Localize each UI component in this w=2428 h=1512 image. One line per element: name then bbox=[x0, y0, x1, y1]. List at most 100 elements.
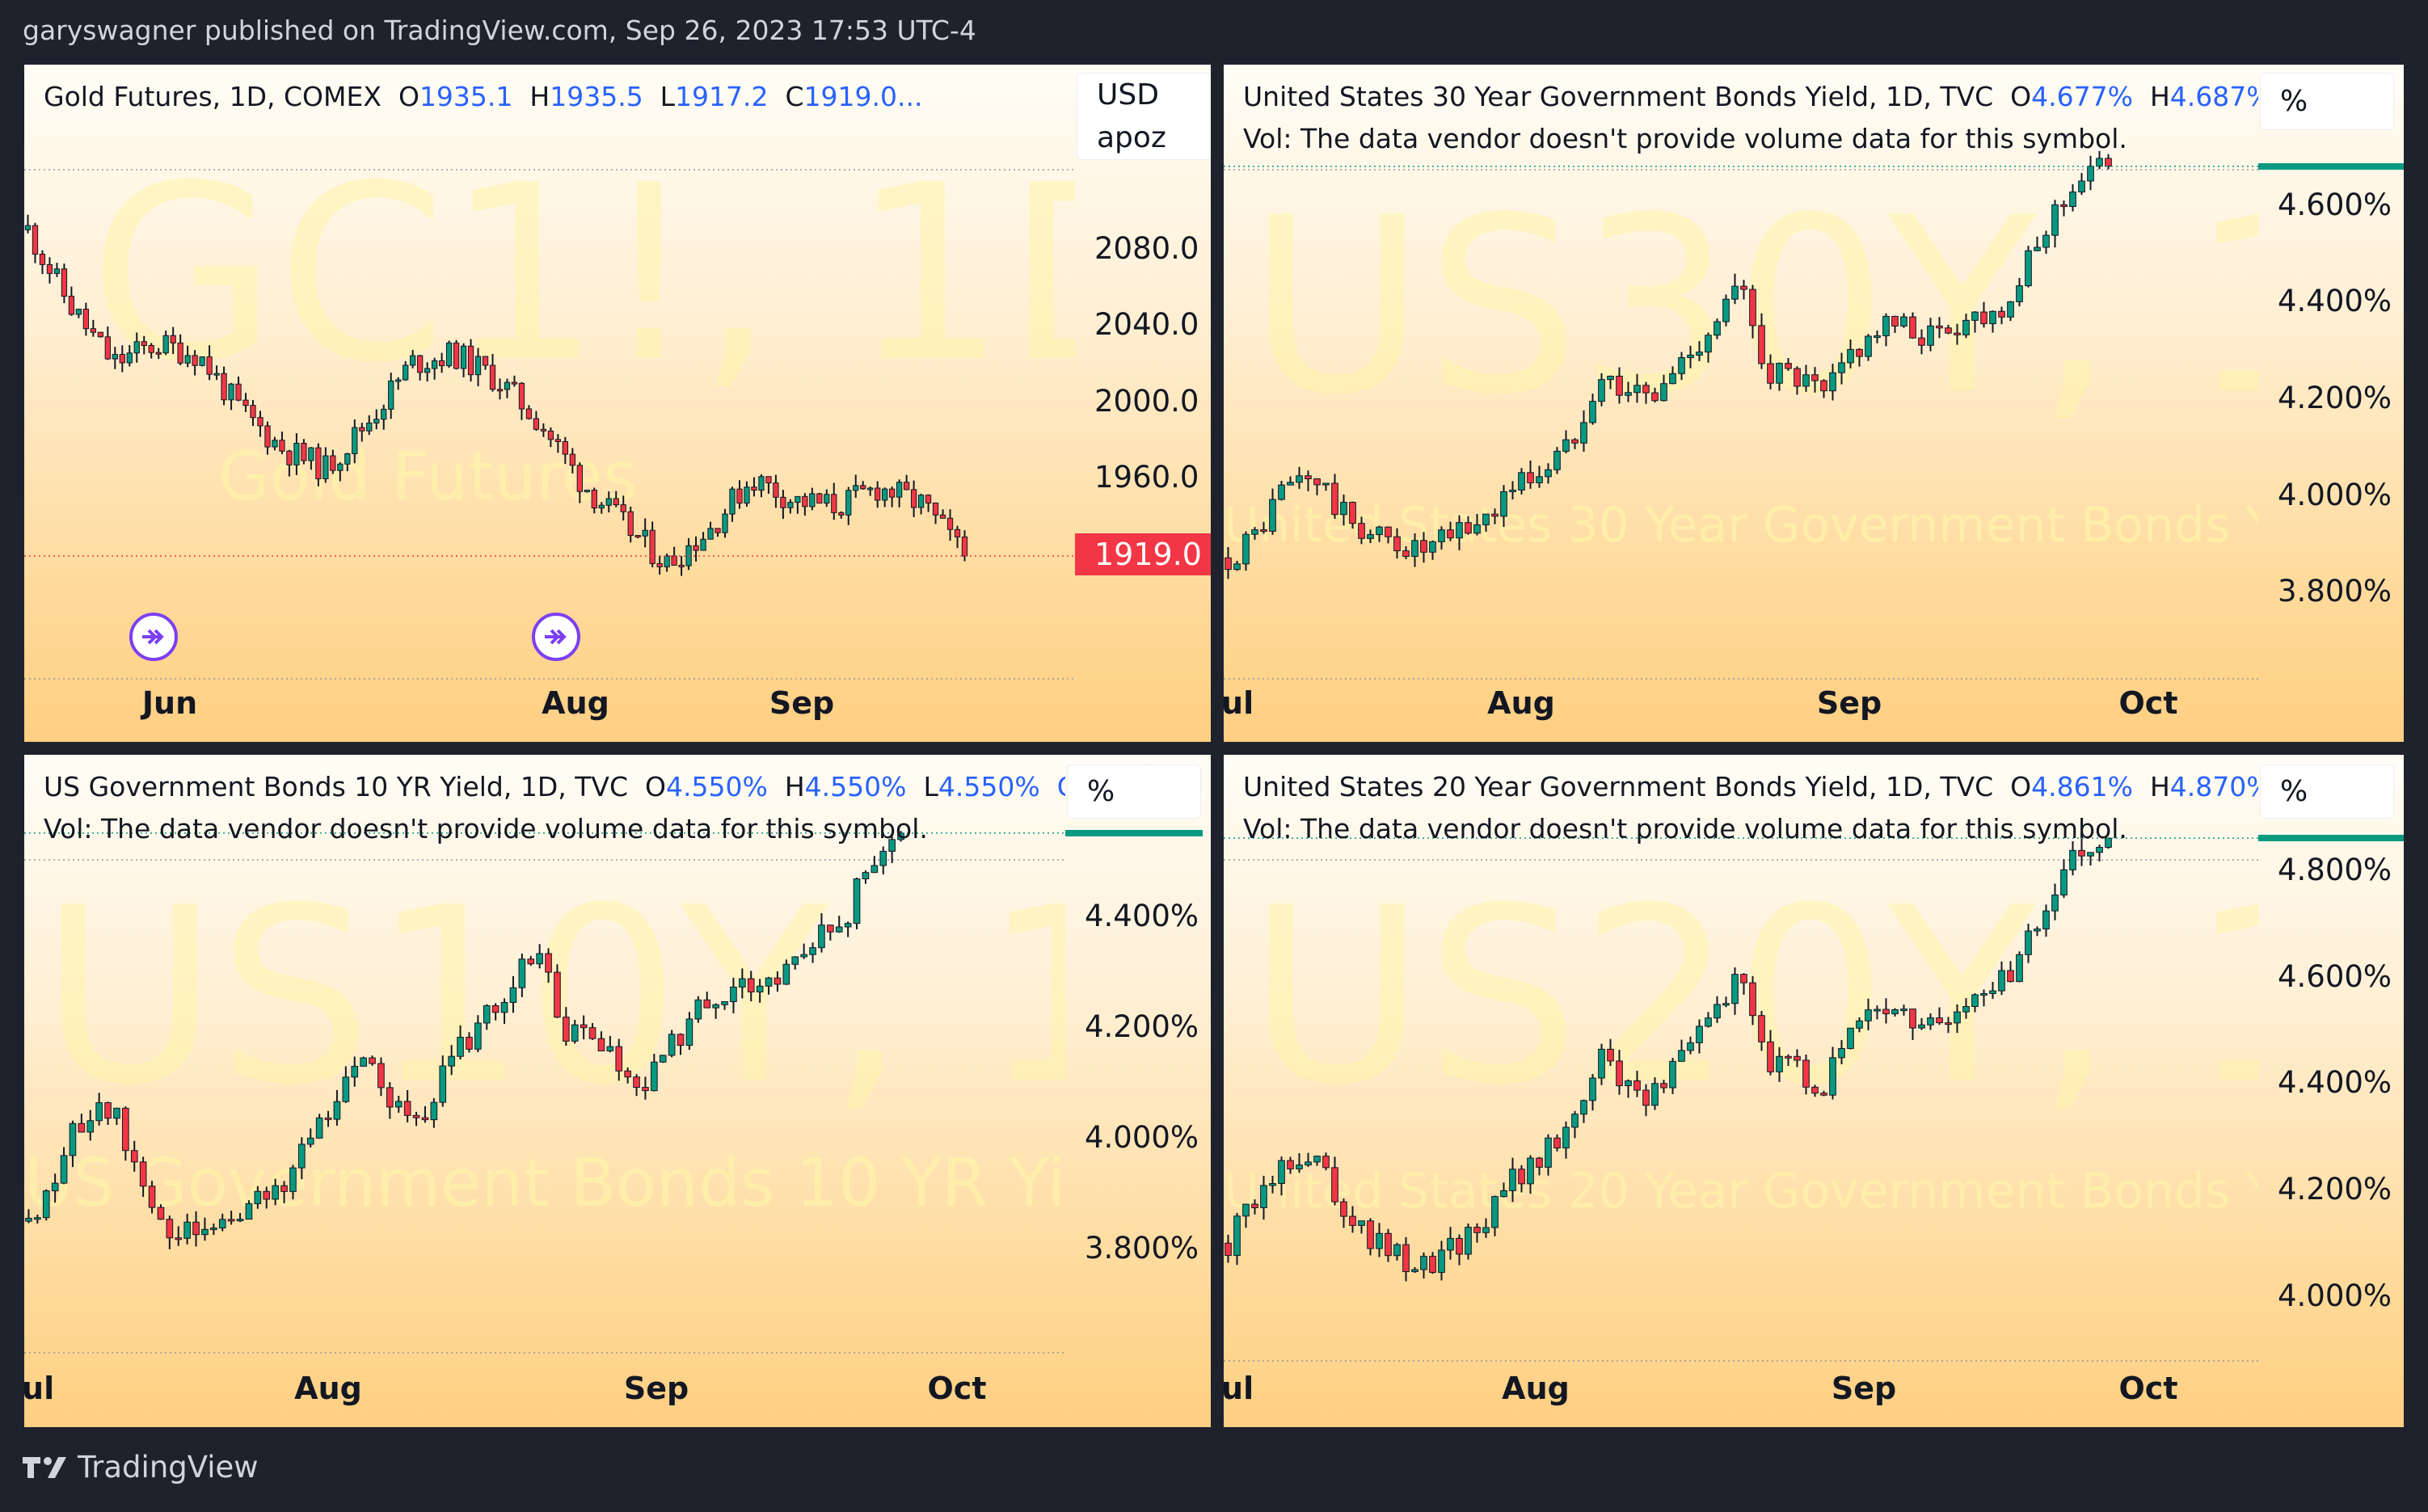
watermark-symbol: GC1!, 1D bbox=[89, 133, 1075, 415]
candle bbox=[177, 334, 183, 365]
candle bbox=[562, 436, 568, 465]
price-axis[interactable]: % 4.400% 4.200% 4.000% 3.800% bbox=[1065, 755, 1211, 1427]
candle-body bbox=[1660, 1083, 1667, 1089]
candle-body bbox=[1269, 1182, 1276, 1186]
candles-us20y[interactable] bbox=[1224, 755, 2258, 1427]
candle bbox=[1536, 465, 1543, 488]
candle bbox=[1767, 1030, 1774, 1076]
candle bbox=[903, 474, 910, 491]
candle bbox=[1296, 1152, 1303, 1173]
candle-body bbox=[642, 529, 648, 537]
candle bbox=[1820, 379, 1827, 398]
candle bbox=[1242, 1203, 1250, 1228]
candle-body bbox=[1945, 1022, 1952, 1026]
candle-body bbox=[694, 999, 702, 1020]
candle-body bbox=[322, 455, 329, 479]
candle bbox=[879, 846, 887, 875]
candle bbox=[1465, 516, 1472, 535]
candle-body bbox=[51, 1182, 59, 1192]
candle-body bbox=[1456, 522, 1463, 539]
chart-panel-us20y[interactable]: US20Y, 1D United States 20 Year Governme… bbox=[1224, 755, 2404, 1427]
candle-body bbox=[634, 535, 641, 538]
dividend-event-icon[interactable] bbox=[129, 613, 178, 661]
candle bbox=[860, 481, 866, 490]
plot-area[interactable]: US30Y, 1D United States 30 Year Governme… bbox=[1224, 65, 2258, 742]
candle-body bbox=[1936, 1017, 1943, 1024]
candle bbox=[133, 332, 140, 363]
chart-panel-gold[interactable]: GC1!, 1D Gold Futures Gold Futures, 1D, … bbox=[24, 65, 1211, 742]
candles-us30y[interactable] bbox=[1224, 65, 2258, 742]
price-axis[interactable]: % 4.600% 4.400% 4.200% 4.000% 3.800% bbox=[2258, 65, 2404, 742]
candle bbox=[1358, 516, 1365, 545]
y-tick: 2080.0 bbox=[1094, 231, 1199, 266]
candle bbox=[714, 528, 721, 537]
dividend-event-icon[interactable] bbox=[532, 613, 580, 661]
footer-brand[interactable]: TradingView bbox=[23, 1450, 259, 1485]
candle-body bbox=[870, 865, 879, 874]
candle bbox=[1340, 494, 1347, 526]
plot-area[interactable]: US20Y, 1D United States 20 Year Governme… bbox=[1224, 755, 2258, 1427]
unit-percent[interactable]: % bbox=[1087, 775, 1115, 808]
candle bbox=[1473, 1223, 1481, 1243]
chart-panel-us10y[interactable]: US10Y, 1D US Government Bonds 10 YR Yiel… bbox=[24, 755, 1211, 1427]
candle-body bbox=[386, 1087, 394, 1108]
candle-body bbox=[301, 443, 307, 461]
candle bbox=[1927, 318, 1934, 352]
legend: Gold Futures, 1D, COMEX O1935.1 H1935.5 … bbox=[44, 81, 923, 112]
candle-body bbox=[42, 1190, 50, 1219]
candle-body bbox=[1500, 1190, 1507, 1198]
candle bbox=[1989, 982, 1996, 1000]
candle-body bbox=[453, 342, 460, 369]
volume-note: Vol: The data vendor doesn't provide vol… bbox=[1243, 123, 2127, 154]
unit-measure[interactable]: apoz bbox=[1097, 121, 1166, 154]
plot-area[interactable]: US10Y, 1D US Government Bonds 10 YR Yiel… bbox=[24, 755, 1065, 1427]
candle-body bbox=[1331, 1167, 1338, 1202]
candle-body bbox=[1776, 363, 1783, 384]
unit-percent[interactable]: % bbox=[2280, 775, 2308, 808]
candle-body bbox=[1518, 472, 1525, 491]
price-axis[interactable]: USD apoz 2080.0 2040.0 2000.0 1960.0 1919.0 bbox=[1075, 65, 1211, 742]
candle-body bbox=[1962, 1005, 1970, 1013]
candle bbox=[1322, 1152, 1330, 1171]
chart-panel-us30y[interactable]: US30Y, 1D United States 30 Year Governme… bbox=[1224, 65, 2404, 742]
unit-selector[interactable]: USD apoz bbox=[1077, 73, 1211, 160]
unit-selector[interactable]: % bbox=[2260, 73, 2394, 130]
candle bbox=[659, 1055, 667, 1063]
unit-currency[interactable]: USD bbox=[1097, 78, 1159, 112]
x-tick: Oct bbox=[927, 1371, 987, 1406]
candles-gold[interactable] bbox=[24, 65, 1075, 742]
unit-percent[interactable]: % bbox=[2280, 85, 2308, 118]
candle bbox=[1571, 1110, 1579, 1139]
price-axis[interactable]: % 4.800% 4.600% 4.400% 4.200% 4.000% bbox=[2258, 755, 2404, 1427]
watermark-symbol: US10Y, 1D bbox=[40, 856, 1065, 1138]
candle bbox=[571, 1019, 579, 1044]
footer-brand-name[interactable]: TradingView bbox=[78, 1450, 259, 1485]
candle-body bbox=[1900, 1009, 1907, 1012]
candle-body bbox=[1962, 319, 1970, 335]
candle-body bbox=[366, 422, 373, 432]
candle-body bbox=[1536, 1157, 1543, 1168]
candle-body bbox=[1660, 383, 1667, 402]
candle-body bbox=[2105, 158, 2112, 167]
candle bbox=[1651, 387, 1659, 403]
legend: United States 30 Year Government Bonds Y… bbox=[1243, 81, 2258, 112]
candle-body bbox=[162, 335, 169, 354]
candle bbox=[809, 487, 816, 511]
tradingview-logo-icon[interactable] bbox=[23, 1455, 70, 1480]
y-tick: 4.800% bbox=[2278, 852, 2392, 887]
unit-selector[interactable]: % bbox=[1067, 764, 1201, 819]
candle bbox=[939, 509, 946, 519]
candle-body bbox=[1714, 321, 1721, 336]
candle-body bbox=[509, 987, 517, 1003]
plot-area[interactable]: GC1!, 1D Gold Futures Gold Futures, 1D, … bbox=[24, 65, 1075, 742]
x-tick: Jul bbox=[1224, 1371, 1254, 1406]
candle-body bbox=[2105, 837, 2112, 849]
unit-selector[interactable]: % bbox=[2260, 764, 2394, 819]
candle-body bbox=[360, 1057, 367, 1067]
candle bbox=[245, 1200, 253, 1220]
candle-body bbox=[1918, 1024, 1925, 1029]
y-tick: 4.600% bbox=[2278, 958, 2392, 994]
candle bbox=[1500, 485, 1507, 528]
candles-us10y[interactable] bbox=[24, 755, 1065, 1427]
candle bbox=[758, 474, 765, 498]
